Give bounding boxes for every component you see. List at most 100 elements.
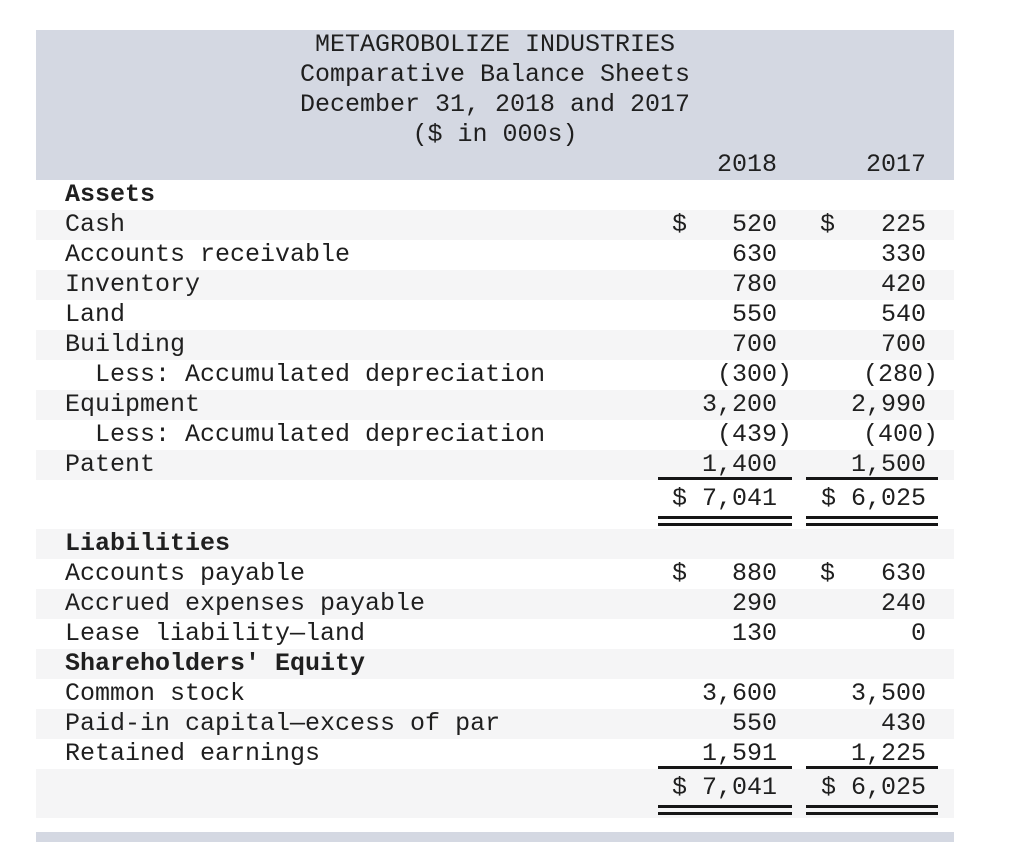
row-label: Lease liability—land xyxy=(65,619,366,648)
value-2017: 225 xyxy=(880,210,926,239)
value-cell-2017: 3,500 xyxy=(806,679,938,709)
row-label: Patent xyxy=(65,450,156,479)
table-row: Common stock 3,600 3,500 xyxy=(36,679,954,709)
value-2018: 290 xyxy=(731,589,777,618)
value-cell-2018: 3,600 xyxy=(658,679,792,709)
value-cell-2018: 1,400 xyxy=(658,450,792,480)
value-2018: 1,591 xyxy=(701,739,777,768)
value-2018: 700 xyxy=(731,330,777,359)
table-row: Cash $520 $225 xyxy=(36,210,954,240)
value-cell-2017: $225 xyxy=(806,210,938,240)
value-cell-2017: 330 xyxy=(806,240,938,270)
row-label: Building xyxy=(65,330,186,359)
value-cell-2018: 550 xyxy=(658,300,792,330)
value-2017: 420 xyxy=(880,270,926,299)
value-2017: (280) xyxy=(862,360,938,389)
report-units: ($ in 000s) xyxy=(412,120,578,149)
section-row: Liabilities xyxy=(36,529,954,559)
dollar-sign: $ xyxy=(820,210,836,239)
row-label: Inventory xyxy=(65,270,201,299)
value-cell-2017: 240 xyxy=(806,589,938,619)
value-cell-2017: 430 xyxy=(806,709,938,739)
value-cell-2018: 550 xyxy=(658,709,792,739)
year-header-2017: 2017 xyxy=(806,150,938,180)
value-2017: 330 xyxy=(880,240,926,269)
year-label-2018: 2018 xyxy=(716,150,777,179)
section-row: Shareholders' Equity xyxy=(36,649,954,679)
value-2018: 3,600 xyxy=(701,679,777,708)
double-rule xyxy=(806,805,938,815)
table-row: Less: Accumulated depreciation (439) (400) xyxy=(36,420,954,450)
value-cell-2018: $ 7,041 xyxy=(658,480,792,529)
value-cell-2018: 630 xyxy=(658,240,792,270)
value-2017: $ 6,025 xyxy=(820,484,926,513)
total-row: $ 7,041 $ 6,025 xyxy=(36,769,954,818)
value-2018: 550 xyxy=(731,300,777,329)
value-2018: 880 xyxy=(731,559,777,588)
value-2017: $ 6,025 xyxy=(820,773,926,802)
dollar-sign: $ xyxy=(820,559,836,588)
value-cell-2018: $880 xyxy=(658,559,792,589)
value-cell-2017: 420 xyxy=(806,270,938,300)
row-label: Paid-in capital—excess of par xyxy=(65,709,501,738)
value-2018: 130 xyxy=(731,619,777,648)
year-header-2018: 2018 xyxy=(658,150,792,180)
row-label: Accounts payable xyxy=(65,559,306,588)
total-row: $ 7,041 $ 6,025 xyxy=(36,480,954,529)
table-row: Patent 1,400 1,500 xyxy=(36,450,954,480)
table-rows: Assets Cash $520 $225 Accounts receivable 630… xyxy=(36,180,954,818)
year-label-2017: 2017 xyxy=(865,150,926,179)
value-cell-2017: $ 6,025 xyxy=(806,769,938,818)
company-name: METAGROBOLIZE INDUSTRIES xyxy=(314,30,676,59)
double-rule xyxy=(658,805,792,815)
value-2017: 0 xyxy=(910,619,926,648)
value-2018: 550 xyxy=(731,709,777,738)
table-row: Building 700 700 xyxy=(36,330,954,360)
value-2018: $ 7,041 xyxy=(671,484,777,513)
row-label: Retained earnings xyxy=(65,739,321,768)
value-2018: 630 xyxy=(731,240,777,269)
row-label: Less: Accumulated depreciation xyxy=(95,360,546,389)
table-row: Land 550 540 xyxy=(36,300,954,330)
table-row: Accrued expenses payable 290 240 xyxy=(36,589,954,619)
value-2017: 1,225 xyxy=(850,739,926,768)
value-cell-2017: 540 xyxy=(806,300,938,330)
value-2017: 630 xyxy=(880,559,926,588)
value-2018: 520 xyxy=(731,210,777,239)
value-cell-2018: $520 xyxy=(658,210,792,240)
value-2017: 430 xyxy=(880,709,926,738)
table-row: Accounts payable $880 $630 xyxy=(36,559,954,589)
balance-sheet: METAGROBOLIZE INDUSTRIES Comparative Bal… xyxy=(36,30,954,818)
dollar-sign: $ xyxy=(672,210,688,239)
row-label: Land xyxy=(65,300,126,329)
row-label: Common stock xyxy=(65,679,246,708)
value-2017: 3,500 xyxy=(850,679,926,708)
report-dates: December 31, 2018 and 2017 xyxy=(299,90,691,119)
row-label: Cash xyxy=(65,210,126,239)
value-cell-2018: (439) xyxy=(658,420,792,450)
value-2018: (439) xyxy=(716,420,792,449)
value-cell-2018: 780 xyxy=(658,270,792,300)
value-2017: 540 xyxy=(880,300,926,329)
year-column-headers: 2018 2017 xyxy=(36,150,954,180)
section-label: Shareholders' Equity xyxy=(65,649,366,678)
section-label: Assets xyxy=(65,180,156,209)
value-cell-2018: 290 xyxy=(658,589,792,619)
report-header: METAGROBOLIZE INDUSTRIES Comparative Bal… xyxy=(36,30,954,180)
section-row: Assets xyxy=(36,180,954,210)
value-cell-2018: $ 7,041 xyxy=(658,769,792,818)
value-cell-2017: (280) xyxy=(806,360,938,390)
value-2017: 700 xyxy=(880,330,926,359)
table-row: Paid-in capital—excess of par 550 430 xyxy=(36,709,954,739)
double-rule xyxy=(806,516,938,526)
value-cell-2017: (400) xyxy=(806,420,938,450)
row-label: Equipment xyxy=(65,390,201,419)
table-row: Less: Accumulated depreciation (300) (280) xyxy=(36,360,954,390)
report-titles: METAGROBOLIZE INDUSTRIES Comparative Bal… xyxy=(36,30,954,150)
value-2018: 3,200 xyxy=(701,390,777,419)
value-cell-2018: 3,200 xyxy=(658,390,792,420)
double-rule xyxy=(658,516,792,526)
value-cell-2018: 1,591 xyxy=(658,739,792,769)
value-2017: 1,500 xyxy=(850,450,926,479)
